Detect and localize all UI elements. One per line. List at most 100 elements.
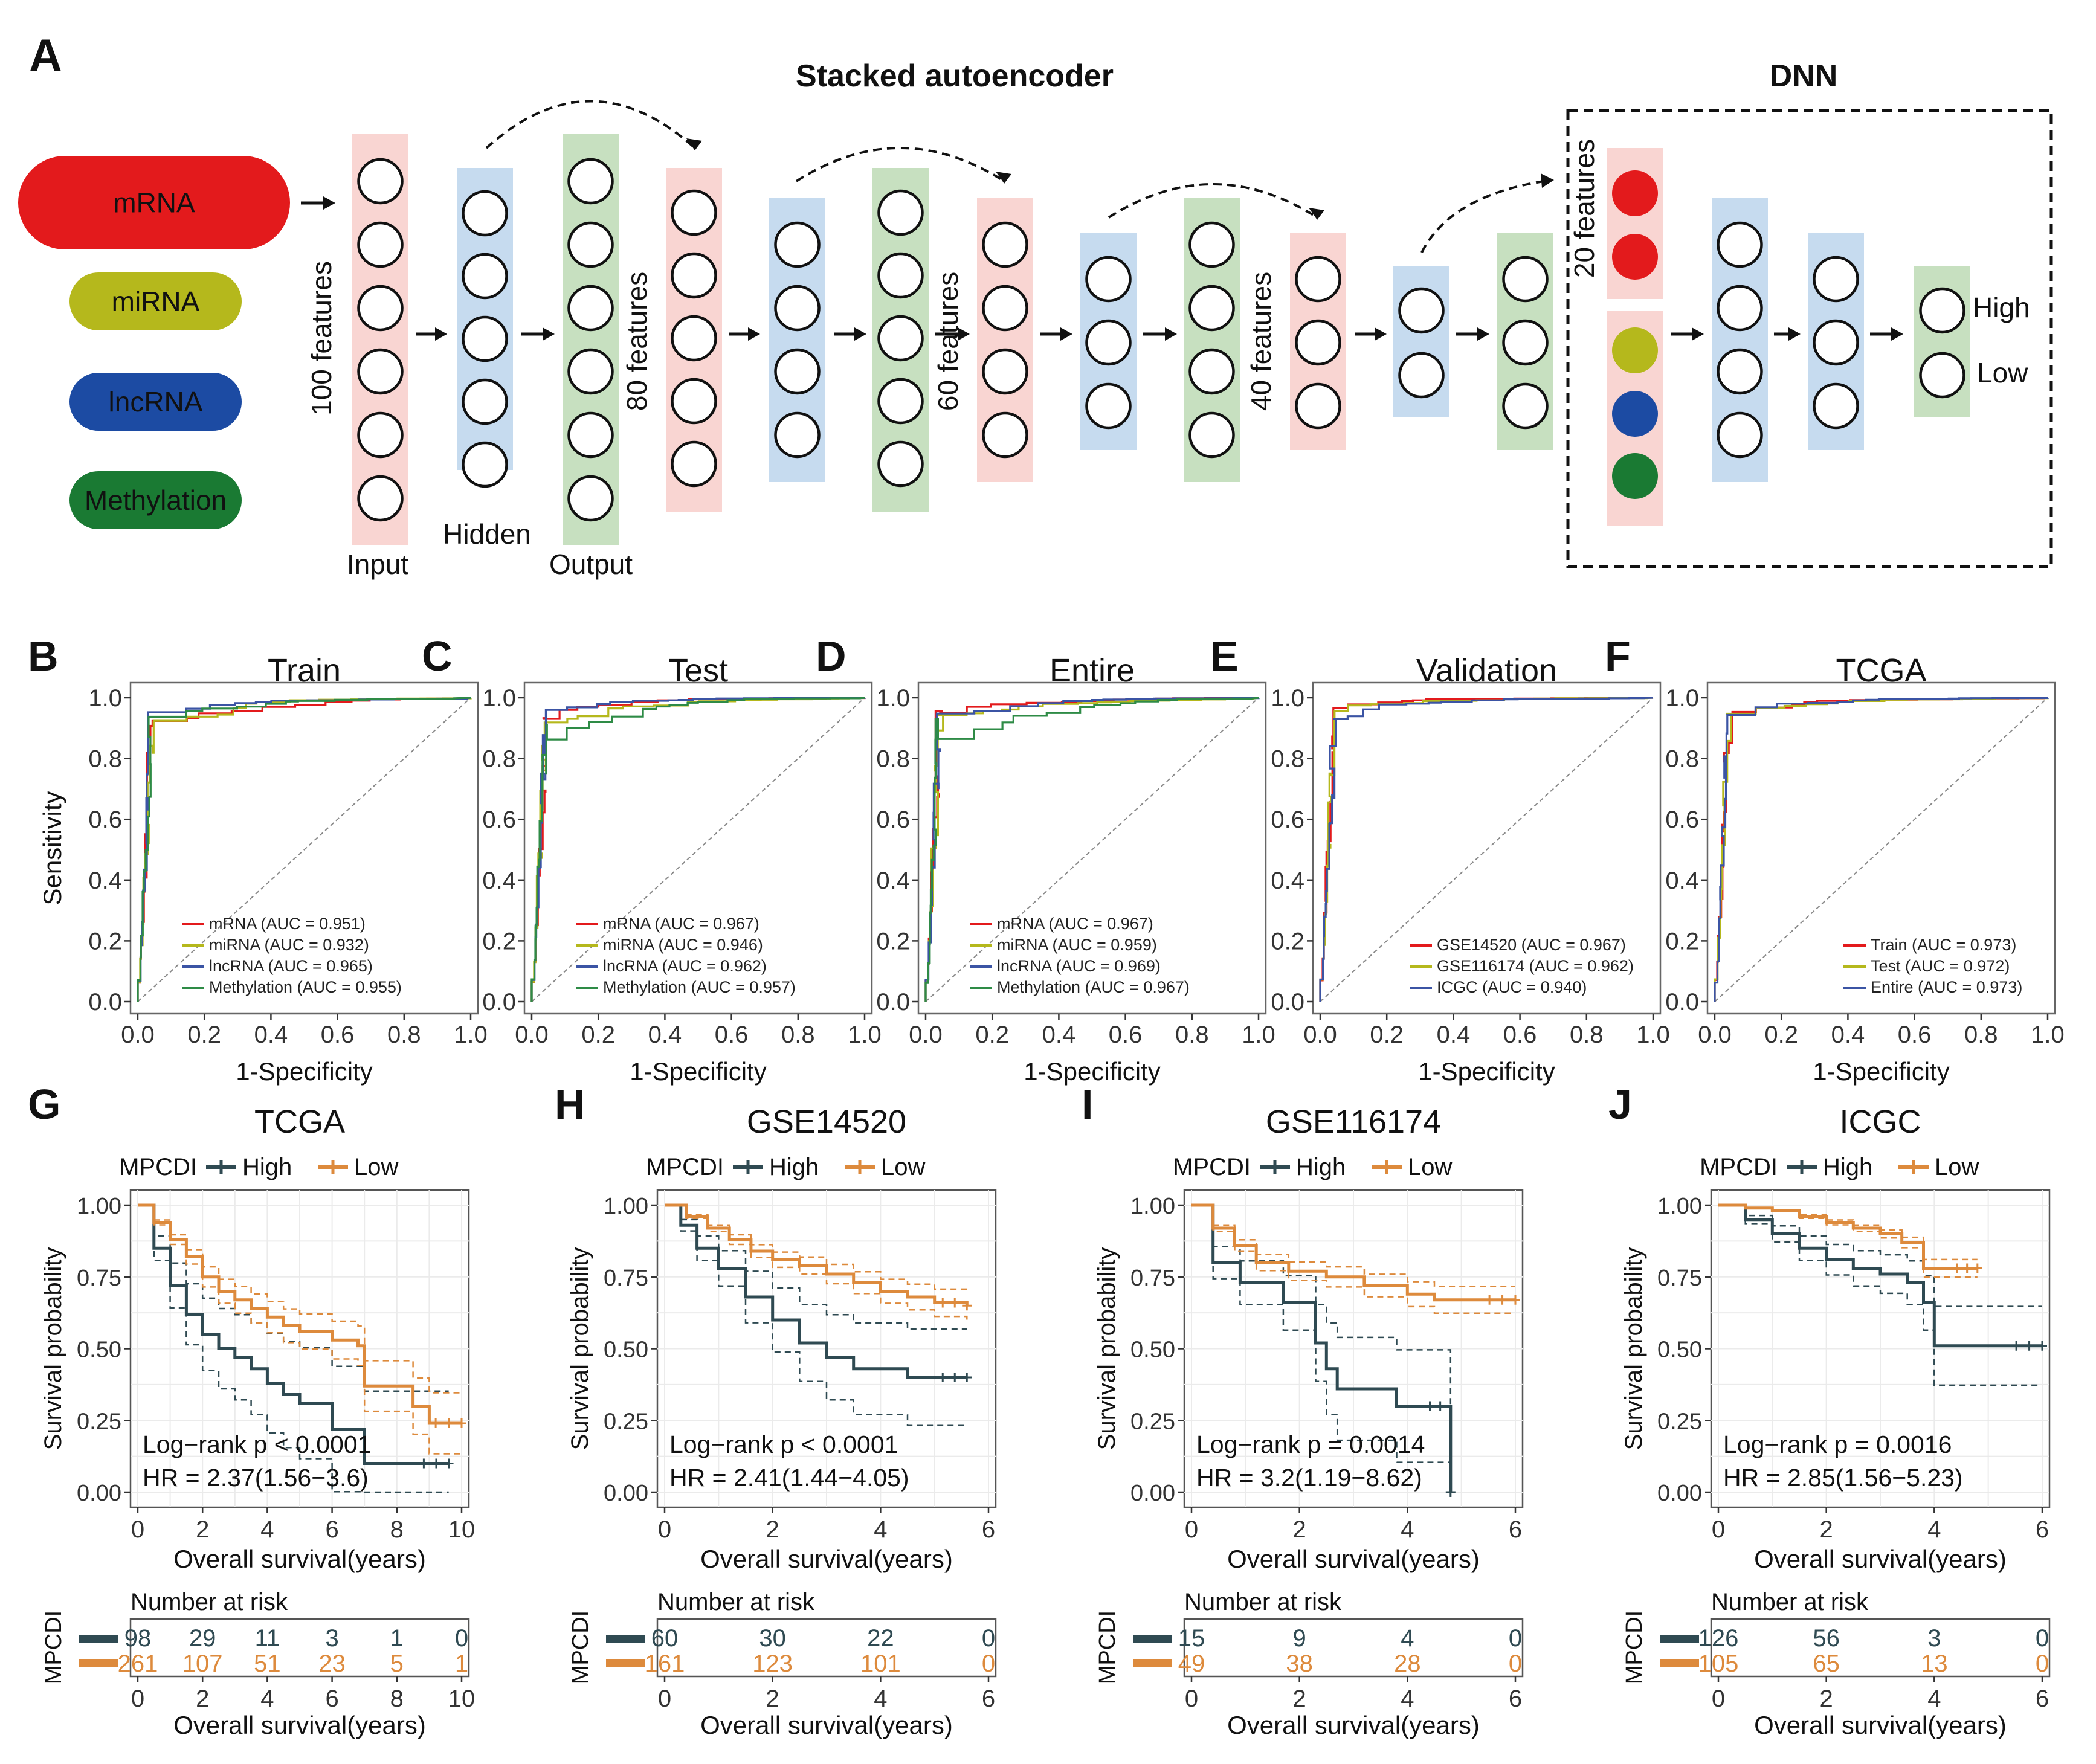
- roc-panel-b: B Train0.00.00.20.20.40.40.60.60.80.81.01…: [28, 633, 488, 1086]
- dnn-title: DNN: [1770, 59, 1838, 94]
- censor-mark: [2024, 1341, 2034, 1351]
- censor-mark: [962, 1373, 972, 1382]
- y-tick-label: 0.2: [482, 928, 516, 954]
- roc-curve: [137, 697, 471, 1002]
- km-panel-h: H GSE14520 MPCDI High Low 0.00 0.25 0.50 0.75 1.0…: [555, 1081, 997, 1739]
- km-legend-high: High: [1296, 1154, 1346, 1180]
- risk-title: Number at risk: [657, 1589, 815, 1615]
- output-layer-1-node: [567, 348, 614, 395]
- km-xlabel: Overall survival(years): [173, 1545, 426, 1573]
- risk-high-count: 56: [1813, 1625, 1840, 1652]
- input-layer-node: [357, 475, 404, 522]
- output-label: Output: [549, 549, 633, 580]
- y-tick-label: 0.25: [1130, 1409, 1175, 1434]
- pill-methylation: [69, 471, 242, 529]
- y-tick-label: 1.0: [482, 685, 516, 712]
- panel-letter: D: [816, 633, 846, 680]
- risk-xlabel: Overall survival(years): [173, 1711, 426, 1739]
- dnn-input-node: [1612, 327, 1658, 373]
- km-legend-title: MPCDI: [119, 1154, 197, 1180]
- risk-low-count: 261: [118, 1650, 158, 1677]
- output-layer-2-node: [877, 378, 924, 425]
- survival-curve-low: [138, 1203, 462, 1425]
- panel-letter: J: [1608, 1081, 1632, 1128]
- skip-arc-1-head: [686, 138, 702, 150]
- panel-letter: F: [1605, 633, 1631, 680]
- risk-high-count: 30: [759, 1625, 786, 1652]
- legend-label: Test (AUC = 0.972): [1871, 957, 2010, 975]
- legend-label: lncRNA (AUC = 0.962): [603, 957, 767, 975]
- y-tick-label: 0.6: [88, 806, 122, 833]
- code-layer-60-node: [982, 348, 1028, 395]
- output-layer-1-node: [567, 411, 614, 459]
- output-layer-3-node: [1188, 411, 1235, 459]
- arrow-0-head: [435, 327, 447, 341]
- x-tick-label: 0.8: [1175, 1022, 1209, 1048]
- x-tick-label: 2: [196, 1516, 209, 1543]
- x-tick-label: 0.2: [1370, 1022, 1404, 1048]
- risk-low-count: 0: [2036, 1650, 2049, 1677]
- x-tick-label: 4: [1927, 1516, 1941, 1543]
- diagonal-reference: [531, 697, 865, 1002]
- feature-label-0: 100 features: [306, 261, 337, 416]
- x-tick-label: 0.6: [1109, 1022, 1143, 1048]
- code-layer-80-node: [671, 252, 717, 299]
- risk-high-count: 98: [124, 1625, 152, 1652]
- x-tick-label: 0.6: [321, 1022, 355, 1048]
- x-tick-label: 0: [1712, 1516, 1725, 1543]
- survival-curve-low: [665, 1203, 969, 1306]
- x-tick-label: 6: [325, 1516, 338, 1543]
- y-tick-label: 0.8: [1665, 746, 1699, 773]
- x-tick-label: 0.8: [1964, 1022, 1998, 1048]
- hidden-layer-3-node: [1085, 382, 1132, 430]
- code-layer-40-node: [1295, 256, 1341, 303]
- panel-letter: I: [1082, 1081, 1093, 1128]
- dnn-input-node: [1612, 234, 1658, 280]
- hidden-label: Hidden: [443, 518, 531, 550]
- censor-mark: [1485, 1295, 1495, 1305]
- code-layer-60-node: [982, 411, 1028, 459]
- hidden-layer-3-node: [1085, 256, 1132, 303]
- risk-ylabel: MPCDI: [1622, 1611, 1647, 1684]
- y-tick-label: 1.00: [1130, 1194, 1175, 1219]
- risk-ylabel: MPCDI: [41, 1611, 66, 1684]
- risk-high-count: 1: [390, 1625, 404, 1652]
- y-tick-label: 1.0: [88, 685, 122, 712]
- logrank-text: Log−rank p = 0.0016: [1723, 1431, 1952, 1458]
- pill-mrna: [18, 156, 290, 249]
- code-layer-80-node: [671, 189, 717, 236]
- legend-label: GSE14520 (AUC = 0.967): [1437, 936, 1626, 954]
- roc-curve: [530, 697, 865, 1002]
- risk-high-count: 11: [255, 1625, 280, 1652]
- risk-title: Number at risk: [131, 1589, 288, 1615]
- roc-panel-c: C Test0.00.00.20.20.40.40.60.60.80.81.01.…: [422, 633, 882, 1086]
- ci-lower-high: [1191, 1204, 1452, 1492]
- input-layer-node: [357, 158, 404, 205]
- km-xlabel: Overall survival(years): [1754, 1545, 2007, 1573]
- risk-low-count: 123: [752, 1650, 793, 1677]
- censor-mark: [950, 1298, 960, 1308]
- survival-curve-low: [1718, 1203, 1978, 1270]
- km-ylabel: Survival probability: [1620, 1247, 1647, 1450]
- km-legend-high: High: [769, 1154, 819, 1180]
- legend-label: lncRNA (AUC = 0.965): [209, 957, 373, 975]
- y-tick-label: 0.25: [604, 1409, 648, 1434]
- arrow-7-head: [1375, 327, 1387, 341]
- y-tick-label: 0.2: [1271, 928, 1304, 954]
- y-tick-label: 0.6: [876, 806, 910, 833]
- censor-mark: [431, 1458, 441, 1469]
- arrow-9-head: [1692, 327, 1704, 341]
- km-legend-title: MPCDI: [1700, 1154, 1778, 1180]
- risk-title: Number at risk: [1184, 1589, 1342, 1615]
- diagonal-reference: [925, 697, 1259, 1002]
- output-layer-3-node: [1188, 221, 1235, 268]
- y-tick-label: 0.00: [77, 1481, 121, 1506]
- ci-upper-high: [1191, 1204, 1452, 1412]
- legend-label: GSE116174 (AUC = 0.962): [1437, 957, 1634, 975]
- risk-x-tick-label: 2: [766, 1685, 779, 1712]
- y-tick-label: 0.50: [77, 1337, 121, 1363]
- legend-label: Methylation (AUC = 0.967): [997, 978, 1190, 996]
- ci-lower-high: [138, 1204, 449, 1493]
- output-layer-1-node: [567, 221, 614, 268]
- code-layer-40-node: [1295, 382, 1341, 430]
